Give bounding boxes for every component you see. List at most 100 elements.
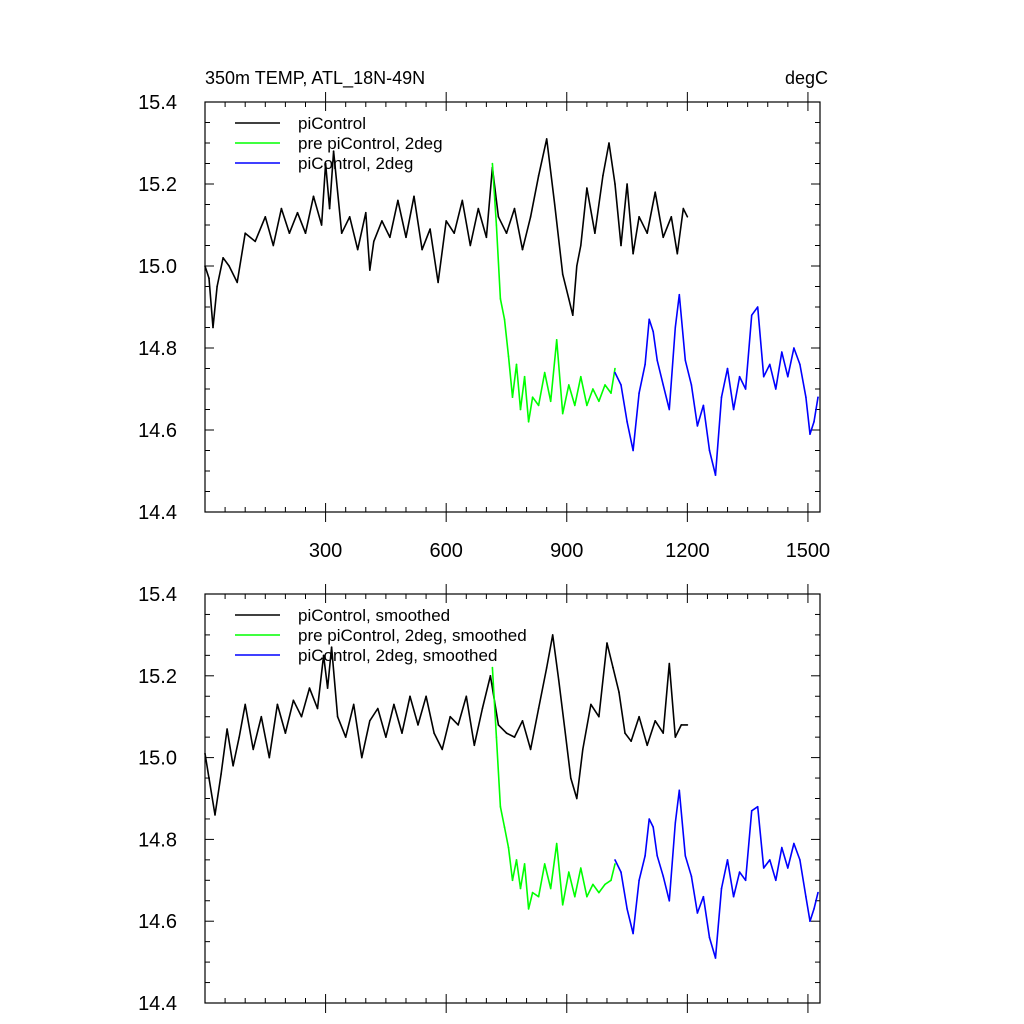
data-point [519,408,522,411]
data-point [268,756,271,759]
data-point [624,732,626,734]
data-point [686,724,689,726]
data-point [674,822,677,824]
data-point [568,871,570,873]
data-point [610,392,612,394]
data-point [523,375,526,378]
data-point [756,306,759,308]
data-point [732,895,735,898]
data-point [644,363,646,366]
data-point [652,826,654,828]
data-point [519,887,522,890]
data-point [781,351,783,353]
data-point [604,883,606,886]
series-line-3 [614,789,819,959]
legend-entry: piControl, 2deg [298,154,413,173]
data-point [238,736,240,738]
data-point [608,142,610,144]
data-point [793,347,795,349]
data-point [614,371,616,374]
data-point [545,666,548,669]
data-point [568,298,570,300]
legend-entry: piControl [298,114,366,133]
data-point [690,384,693,386]
data-point [644,855,646,857]
data-point [328,207,331,210]
data-point [652,330,654,333]
data-point [369,720,371,722]
data-point [702,404,705,407]
data-point [668,900,671,902]
data-point [226,728,228,730]
data-point [582,748,584,751]
data-point [497,216,500,218]
data-point [236,281,238,284]
data-point [497,724,500,726]
data-point [769,859,771,861]
data-point [489,675,492,677]
data-point [308,687,311,689]
data-point [648,318,650,321]
data-point [511,879,514,882]
chart-title-left: 350m TEMP, ATL_18N-49N [205,68,425,89]
data-point [208,777,210,779]
data-point [513,207,516,210]
data-point [417,724,419,726]
data-point [531,891,534,894]
data-point [576,797,578,800]
data-point [204,265,206,267]
data-point [453,232,456,234]
data-point [543,863,546,865]
chart-title-right: degC [785,68,828,88]
data-point [654,191,656,193]
data-point [809,920,811,922]
data-point [656,359,658,362]
x-tick-label: 900 [550,540,583,562]
data-point [781,846,783,849]
data-point [537,707,540,710]
data-point [580,375,582,378]
legend-entry: pre piControl, 2deg [298,134,443,153]
data-point [280,207,283,210]
data-point [561,412,564,415]
data-point [646,744,648,747]
data-point [598,715,600,718]
data-point [714,957,717,959]
data-point [369,269,371,271]
data-point [515,363,518,366]
data-point [817,396,819,399]
y-tick-label: 14.8 [138,829,177,851]
data-point [682,207,685,210]
data-point [775,879,777,882]
data-point [469,244,472,247]
data-point [495,224,498,226]
data-point [684,359,687,362]
data-point [505,732,508,734]
data-point [531,396,534,399]
data-point [220,773,222,775]
data-point [726,367,729,370]
data-point [491,666,494,669]
data-point [340,232,343,234]
data-point [503,318,506,321]
y-tick-label: 15.4 [138,92,177,114]
y-tick-label: 15.2 [138,174,177,196]
x-tick-label: 600 [429,540,462,562]
data-point [594,232,596,234]
data-point [507,846,510,849]
data-point [208,277,210,280]
data-point [586,404,588,407]
data-point [606,642,608,644]
data-point [324,162,327,165]
data-point [805,895,807,898]
data-point [557,679,560,681]
data-point [614,859,616,861]
legend-entry: piControl, 2deg, smoothed [298,646,497,665]
data-point [272,244,275,247]
data-point [244,703,246,706]
data-point [620,244,622,247]
data-point [598,400,600,403]
data-point [678,789,681,792]
data-point [590,703,592,706]
data-point [555,339,558,341]
